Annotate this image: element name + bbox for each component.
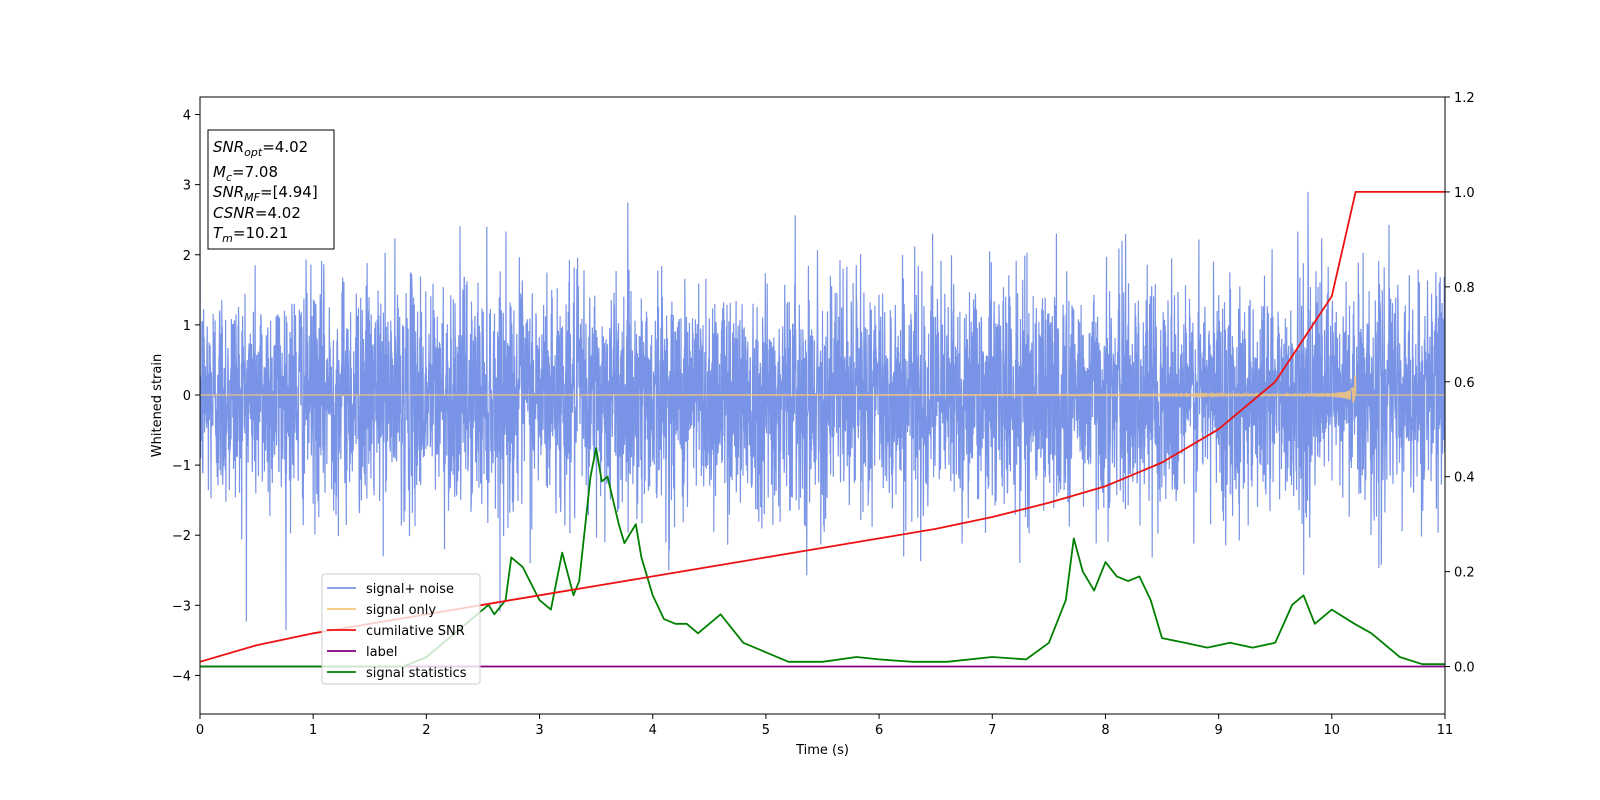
legend-label: signal+ noise xyxy=(366,582,454,597)
series-signal-only xyxy=(200,375,1445,403)
x-tick-label: 2 xyxy=(422,723,430,738)
y2-tick-label: 0.8 xyxy=(1454,281,1475,296)
x-tick-label: 1 xyxy=(309,723,317,738)
x-tick-label: 10 xyxy=(1324,723,1341,738)
y-tick-label: 2 xyxy=(183,249,191,264)
y-tick-label: 0 xyxy=(183,389,191,404)
y2-tick-label: 0.6 xyxy=(1454,376,1475,391)
x-tick-label: 4 xyxy=(649,723,657,738)
info-line: Tm=10.21 xyxy=(213,224,288,245)
info-line: SNRopt=4.02 xyxy=(213,138,308,159)
legend-frame xyxy=(321,573,481,685)
legend-label: cumilative SNR xyxy=(366,624,465,639)
x-tick-label: 9 xyxy=(1214,723,1222,738)
info-line: SNRMF=[4.94] xyxy=(213,183,318,204)
x-tick-label: 8 xyxy=(1101,723,1109,738)
y2-tick-label: 1.0 xyxy=(1454,186,1475,201)
x-tick-label: 5 xyxy=(762,723,770,738)
legend-label: label xyxy=(366,645,397,660)
y-tick-label: −2 xyxy=(172,529,191,544)
x-tick-label: 0 xyxy=(196,723,204,738)
y2-tick-label: 0.0 xyxy=(1454,661,1475,676)
legend: signal+ noise signal only cumilative SNR la… xyxy=(321,573,481,685)
x-axis-label: Time (s) xyxy=(795,743,849,758)
y-tick-label: −1 xyxy=(172,459,191,474)
x-tick-label: 7 xyxy=(988,723,996,738)
info-line: CSNR=4.02 xyxy=(213,204,301,222)
y-tick-label: 1 xyxy=(183,319,191,334)
y2-tick-label: 0.2 xyxy=(1454,566,1475,581)
info-box-frame xyxy=(207,129,335,250)
legend-label: signal statistics xyxy=(366,666,467,681)
x-tick-label: 11 xyxy=(1437,723,1454,738)
y-tick-label: 3 xyxy=(183,179,191,194)
series-signal-noise xyxy=(200,191,1445,631)
legend-label: signal only xyxy=(366,603,436,618)
y-axis-label: Whitened strain xyxy=(150,354,165,457)
info-line: Mc=7.08 xyxy=(213,163,278,184)
y2-tick-label: 0.4 xyxy=(1454,471,1475,486)
x-tick-label: 3 xyxy=(535,723,543,738)
series-signal-statistics xyxy=(200,447,1445,668)
x-tick-label: 6 xyxy=(875,723,883,738)
y-tick-label: −4 xyxy=(172,669,191,684)
y-tick-label: 4 xyxy=(183,109,191,124)
y-tick-label: −3 xyxy=(172,599,191,614)
y2-tick-label: 1.2 xyxy=(1454,91,1475,106)
axes-frame xyxy=(199,96,1446,715)
